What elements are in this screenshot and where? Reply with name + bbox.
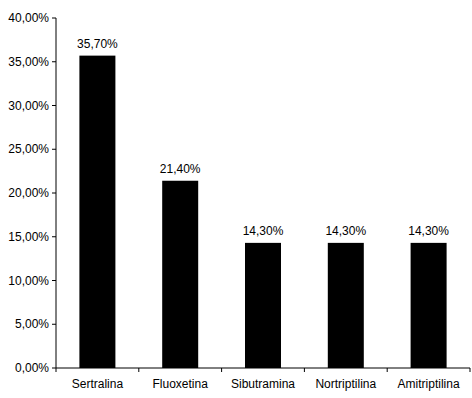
y-tick [52, 105, 56, 106]
data-label: 14,30% [243, 224, 284, 238]
x-tick-label: Sertralina [72, 377, 124, 391]
bar [79, 56, 115, 368]
y-axis-line [56, 18, 57, 368]
y-tick [52, 236, 56, 237]
y-tick [52, 18, 56, 19]
data-label: 21,40% [160, 162, 201, 176]
x-tick-separator [56, 368, 57, 372]
y-tick [52, 149, 56, 150]
data-label: 14,30% [408, 224, 449, 238]
y-tick-label: 20,00% [8, 186, 49, 200]
y-tick-label: 10,00% [8, 274, 49, 288]
y-tick [52, 368, 56, 369]
x-axis-line [56, 368, 470, 369]
data-label: 14,30% [325, 224, 366, 238]
x-tick-separator [387, 368, 388, 372]
y-tick-label: 25,00% [8, 142, 49, 156]
y-tick-label: 30,00% [8, 99, 49, 113]
x-tick-separator [304, 368, 305, 372]
x-tick-label: Sibutramina [231, 377, 295, 391]
y-tick-label: 0,00% [15, 361, 49, 375]
bar [162, 181, 198, 368]
x-tick-label: Fluoxetina [153, 377, 209, 391]
y-tick-label: 40,00% [8, 11, 49, 25]
y-tick [52, 61, 56, 62]
x-tick-separator [138, 368, 139, 372]
y-tick [52, 193, 56, 194]
bar [245, 243, 281, 368]
bar [411, 243, 447, 368]
y-tick-label: 5,00% [15, 317, 49, 331]
chart-svg: 0,00% 5,00% 10,00% 15,00% 20,00% 25,00% 30,00%… [0, 0, 472, 398]
x-tick-label: Nortriptilina [315, 377, 376, 391]
y-tick [52, 324, 56, 325]
data-label: 35,70% [77, 37, 118, 51]
x-tick-separator [221, 368, 222, 372]
y-tick [52, 280, 56, 281]
x-tick-separator [470, 368, 471, 372]
y-tick-label: 35,00% [8, 55, 49, 69]
bars [79, 56, 446, 368]
bar [328, 243, 364, 368]
chart-container: 0,00% 5,00% 10,00% 15,00% 20,00% 25,00% 30,00%… [0, 0, 472, 398]
y-tick-label: 15,00% [8, 230, 49, 244]
x-tick-label: Amitriptilina [398, 377, 460, 391]
